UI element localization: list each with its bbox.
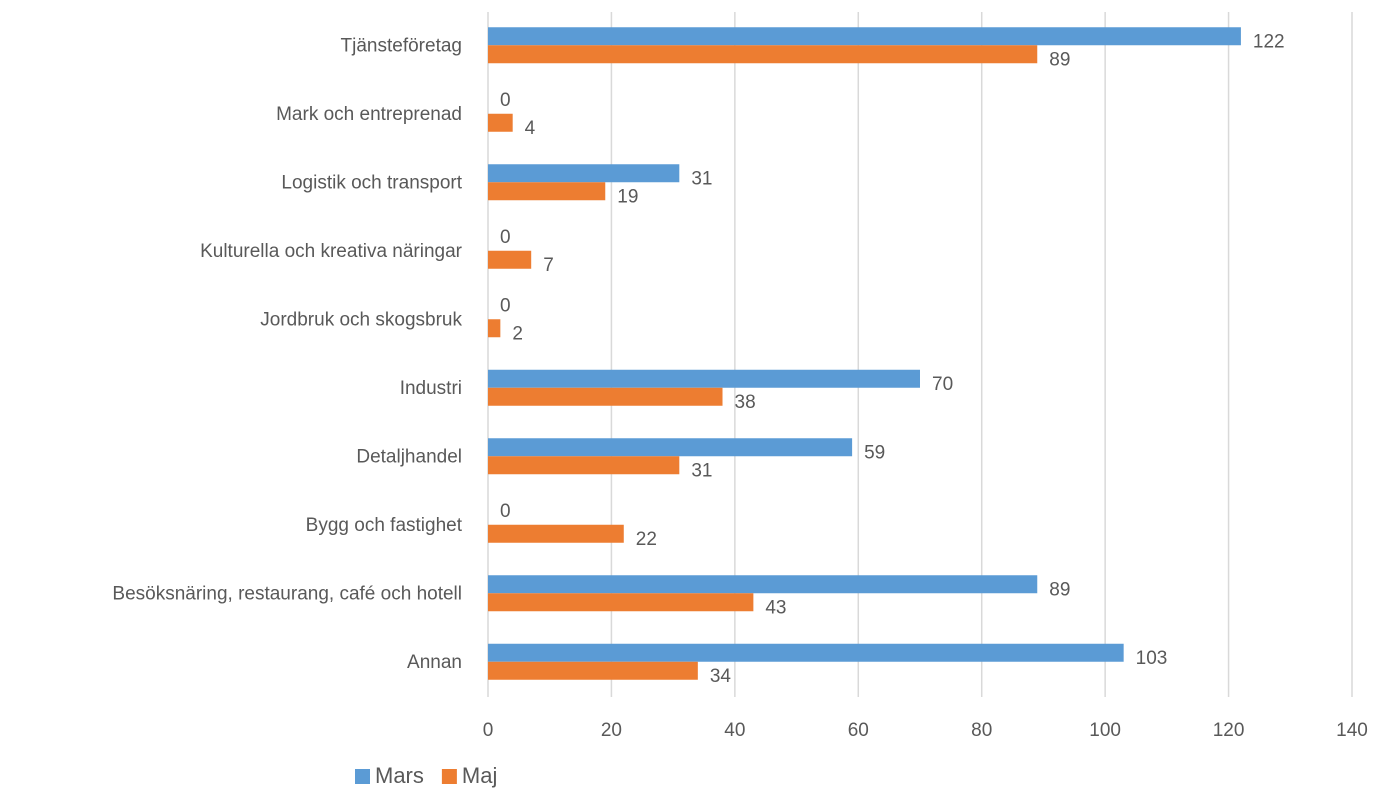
- bar: [488, 164, 680, 183]
- bar: [488, 387, 723, 406]
- y-tick-label: Industri: [400, 378, 462, 399]
- x-tick-label: 80: [971, 720, 992, 741]
- value-label: 89: [1049, 49, 1070, 70]
- value-label: 34: [710, 666, 732, 687]
- bar: [488, 661, 698, 680]
- bar: [488, 643, 1124, 662]
- y-tick-label: Detaljhandel: [356, 446, 462, 467]
- value-label: 0: [500, 227, 511, 248]
- y-tick-label: Besöksnäring, restaurang, café och hotel…: [112, 583, 462, 604]
- x-tick-label: 0: [483, 720, 494, 741]
- value-label: 31: [691, 168, 712, 189]
- bar: [488, 593, 754, 612]
- x-tick-label: 60: [848, 720, 869, 741]
- x-tick-label: 120: [1213, 720, 1245, 741]
- bar: [488, 182, 606, 201]
- bar: [488, 524, 624, 543]
- y-tick-label: Mark och entreprenad: [276, 104, 462, 125]
- value-label: 43: [765, 597, 786, 618]
- y-tick-label: Jordbruk och skogsbruk: [260, 309, 462, 330]
- value-label: 38: [735, 392, 756, 413]
- bar: [488, 319, 501, 338]
- value-label: 70: [932, 374, 953, 395]
- legend-swatch: [355, 769, 370, 784]
- value-label: 0: [500, 501, 511, 522]
- value-label: 122: [1253, 31, 1285, 52]
- y-tick-label: Bygg och fastighet: [306, 515, 463, 536]
- x-tick-label: 100: [1089, 720, 1121, 741]
- bar: [488, 438, 853, 457]
- value-label: 0: [500, 295, 511, 316]
- y-tick-label: Logistik och transport: [281, 172, 462, 193]
- bar: [488, 45, 1038, 64]
- x-tick-label: 40: [724, 720, 745, 741]
- bar: [488, 575, 1038, 594]
- value-label: 2: [512, 323, 523, 344]
- value-label: 89: [1049, 579, 1070, 600]
- y-tick-label: Kulturella och kreativa näringar: [200, 241, 463, 262]
- legend-label: Mars: [375, 763, 424, 788]
- bar: [488, 113, 513, 132]
- value-label: 59: [864, 442, 885, 463]
- y-tick-label: Annan: [407, 652, 462, 673]
- bar: [488, 456, 680, 475]
- x-tick-label: 140: [1336, 720, 1368, 741]
- value-label: 31: [691, 460, 712, 481]
- legend-swatch: [441, 769, 457, 784]
- value-label: 0: [500, 90, 511, 111]
- legend-label: Maj: [462, 763, 497, 788]
- value-label: 7: [543, 255, 554, 276]
- value-label: 4: [525, 118, 536, 139]
- bar: [488, 27, 1241, 46]
- value-label: 103: [1136, 648, 1168, 669]
- x-tick-label: 20: [601, 720, 622, 741]
- value-label: 19: [617, 186, 638, 207]
- value-label: 22: [636, 529, 657, 550]
- bar: [488, 369, 920, 388]
- y-tick-label: Tjänsteföretag: [341, 35, 462, 56]
- bar: [488, 250, 532, 269]
